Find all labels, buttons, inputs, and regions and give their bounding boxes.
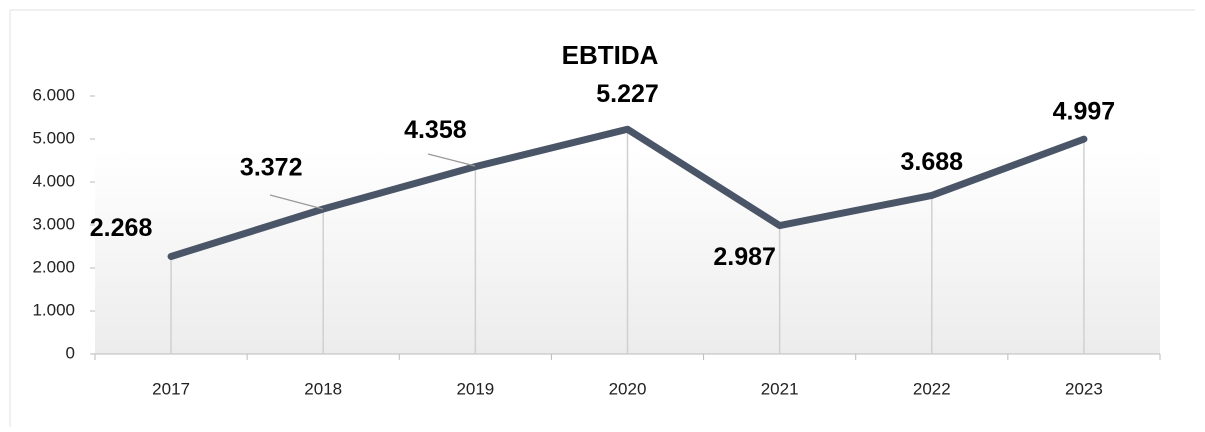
x-tick-label: 2018 bbox=[304, 379, 342, 398]
y-tick-label: 0 bbox=[66, 343, 75, 362]
y-tick-label: 1.000 bbox=[32, 300, 75, 319]
leader-line bbox=[427, 153, 476, 167]
x-tick-label: 2017 bbox=[152, 379, 190, 398]
series-line bbox=[167, 125, 1088, 260]
x-tick-label: 2023 bbox=[1065, 379, 1103, 398]
y-tick-label: 3.000 bbox=[32, 214, 75, 233]
data-label: 5.227 bbox=[596, 80, 659, 108]
x-tick-label: 2019 bbox=[456, 379, 494, 398]
chart-title: EBTIDA bbox=[562, 40, 659, 70]
x-tick-label: 2020 bbox=[609, 379, 647, 398]
y-tick-label: 5.000 bbox=[32, 128, 75, 147]
data-label: 3.688 bbox=[901, 148, 964, 176]
data-label: 4.358 bbox=[404, 116, 467, 144]
y-tick-label: 2.000 bbox=[32, 257, 75, 276]
data-label: 2.987 bbox=[713, 243, 776, 271]
data-label: 2.268 bbox=[90, 214, 153, 242]
x-tick-label: 2021 bbox=[761, 379, 799, 398]
data-label: 4.997 bbox=[1053, 98, 1116, 126]
data-label: 3.372 bbox=[240, 154, 303, 182]
leader-line bbox=[269, 194, 324, 210]
x-tick-label: 2022 bbox=[913, 379, 951, 398]
y-tick-label: 6.000 bbox=[32, 85, 75, 104]
y-tick-label: 4.000 bbox=[32, 171, 75, 190]
